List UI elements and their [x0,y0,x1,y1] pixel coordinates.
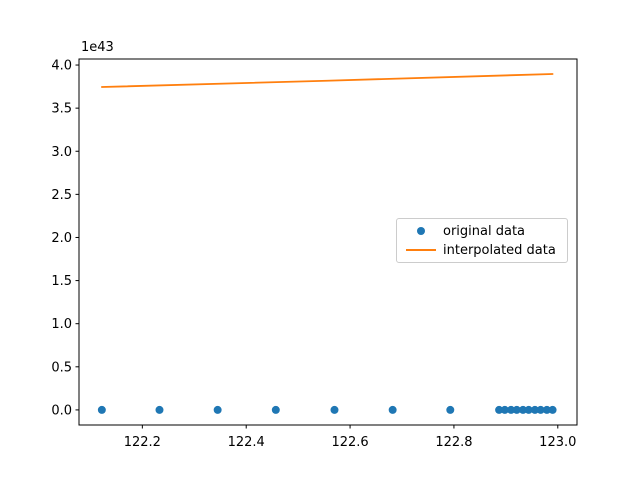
y-axis-offset-label: 1e43 [81,40,114,55]
x-tick-label: 122.8 [435,435,472,450]
scatter-point [548,405,557,414]
scatter-dot-icon [417,227,425,235]
y-tick-label: 2.5 [51,188,72,203]
scatter-point [524,405,533,414]
scatter-point [518,405,527,414]
legend-label-original: original data [443,223,526,239]
scatter-point [155,405,164,414]
legend: original data interpolated data [396,218,568,263]
legend-marker-cell [404,227,438,235]
line-sample-icon [406,249,436,251]
scatter-point [542,405,551,414]
axes-spines [78,58,578,426]
scatter-point [330,405,339,414]
scatter-point [507,405,516,414]
x-tick-label: 122.4 [228,435,265,450]
interpolated-line [100,73,554,88]
scatter-point [512,405,521,414]
y-tick-label: 2.0 [51,231,72,246]
x-tick-label: 122.2 [124,435,161,450]
scatter-point [495,405,504,414]
legend-label-interpolated: interpolated data [443,242,556,258]
scatter-point [536,405,545,414]
x-tick-label: 123.0 [539,435,576,450]
legend-item-original: original data [404,223,561,239]
scatter-point [388,405,397,414]
y-tick-label: 4.0 [51,59,72,74]
y-tick-label: 3.0 [51,145,72,160]
y-tick-label: 0.0 [51,403,72,418]
scatter-point [97,405,106,414]
y-tick-label: 0.5 [51,360,72,375]
scatter-point [530,405,539,414]
scatter-point [446,405,455,414]
legend-marker-cell [404,249,438,251]
scatter-point [213,405,222,414]
y-tick-label: 1.5 [51,274,72,289]
y-tick-label: 3.5 [51,102,72,117]
y-tick-label: 1.0 [51,317,72,332]
scatter-point [271,405,280,414]
legend-item-interpolated: interpolated data [404,242,561,258]
scatter-point [500,405,509,414]
x-tick-label: 122.6 [331,435,368,450]
